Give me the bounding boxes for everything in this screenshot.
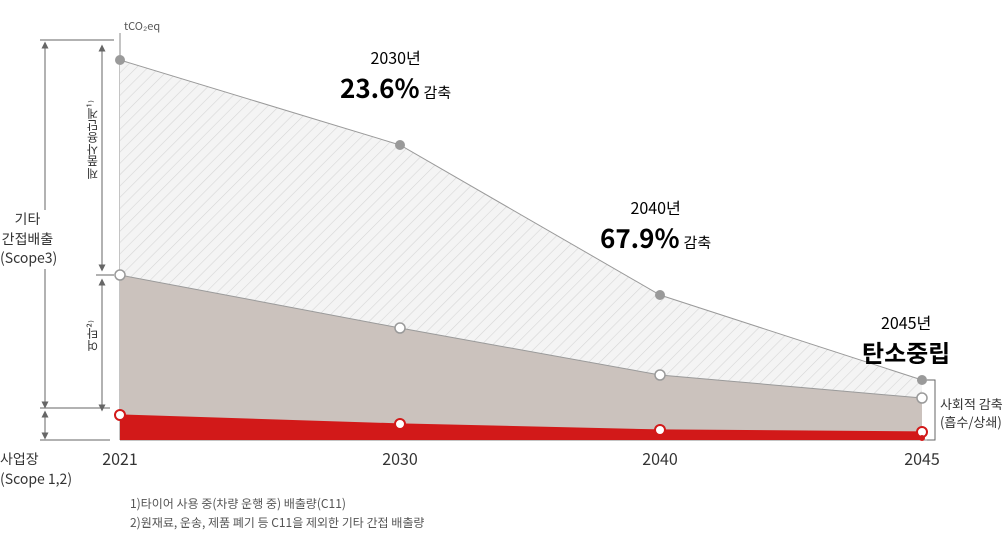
vert-label-other: 여타²⁾	[84, 320, 101, 352]
marker-productuse-2030	[395, 140, 405, 150]
vert-label-product-use: 제품사용단계¹⁾	[84, 100, 101, 180]
marker-scope12-2040	[655, 425, 665, 435]
marker-scope12-2021	[115, 410, 125, 420]
footnote-2: 2)원재료, 운송, 제품 폐기 등 C11을 제외한 기타 간접 배출량	[130, 514, 424, 533]
footnotes: 1)타이어 사용 중(차량 운행 중) 배출량(C11) 2)원재료, 운송, …	[130, 495, 424, 532]
annotation-2030-suffix: 감축	[424, 82, 452, 103]
annotation-2040: 2040년 67.9% 감축	[600, 195, 711, 256]
annotation-2040-year: 2040년	[600, 195, 711, 219]
y-axis-label: tCO₂eq	[124, 18, 160, 34]
marker-scope12-2045-solid	[919, 435, 925, 441]
emission-roadmap-chart: tCO₂eq 2021 2030 2040 2045	[0, 0, 1008, 553]
left-label-scope12-l1: 사업장	[0, 450, 75, 470]
marker-productuse-2045	[917, 375, 927, 385]
marker-other-2030	[395, 323, 405, 333]
left-label-scope12-l2: (Scope 1,2)	[0, 470, 75, 490]
x-tick-2045: 2045	[904, 446, 940, 470]
marker-scope12-2030	[395, 419, 405, 429]
annotation-2030-pct: 23.6%	[340, 69, 420, 106]
left-label-scope12: 사업장 (Scope 1,2)	[0, 450, 75, 489]
annotation-2045-year: 2045년	[862, 310, 950, 334]
marker-productuse-2021	[115, 55, 125, 65]
left-label-scope3-l2: 간접배출	[0, 230, 55, 250]
x-tick-2040: 2040	[642, 446, 678, 470]
annotation-2030: 2030년 23.6% 감축	[340, 45, 451, 106]
right-note: 사회적 감축 (흡수/상쇄)	[940, 395, 1003, 430]
annotation-2045: 2045년 탄소중립	[862, 310, 950, 369]
marker-productuse-2040	[655, 290, 665, 300]
marker-other-2021	[115, 270, 125, 280]
left-label-scope3: 기타 간접배출 (Scope3)	[0, 210, 55, 269]
annotation-2030-year: 2030년	[340, 45, 451, 69]
bracket-social-offset	[927, 380, 935, 440]
right-note-l1: 사회적 감축	[940, 395, 1003, 413]
x-tick-2021: 2021	[102, 446, 138, 470]
marker-other-2045	[917, 393, 927, 403]
annotation-2040-suffix: 감축	[684, 232, 712, 253]
left-label-scope3-l1: 기타	[0, 210, 55, 230]
marker-other-2040	[655, 370, 665, 380]
right-note-l2: (흡수/상쇄)	[940, 413, 1003, 431]
left-label-scope3-l3: (Scope3)	[0, 249, 55, 269]
footnote-1: 1)타이어 사용 중(차량 운행 중) 배출량(C11)	[130, 495, 424, 514]
annotation-2040-pct: 67.9%	[600, 219, 680, 256]
x-tick-2030: 2030	[382, 446, 418, 470]
annotation-2045-main: 탄소중립	[862, 334, 950, 369]
